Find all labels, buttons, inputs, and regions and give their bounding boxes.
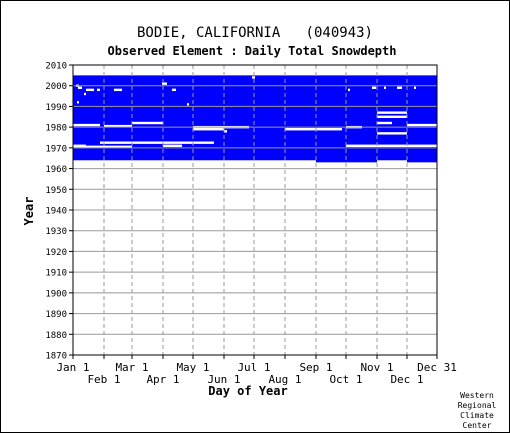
missing-span-8 bbox=[193, 128, 224, 131]
missing-span-5 bbox=[346, 144, 437, 147]
chart-title: BODIE, CALIFORNIA (040943) bbox=[137, 25, 373, 41]
missing-span-29 bbox=[397, 86, 402, 89]
credit-line-1: Western bbox=[460, 391, 494, 400]
missing-span-20 bbox=[97, 88, 100, 92]
missing-span-30 bbox=[414, 86, 416, 89]
credit-line-3: Climate bbox=[460, 411, 494, 420]
missing-span-24 bbox=[162, 82, 167, 85]
x-tick-label-335: Dec 1 bbox=[390, 373, 423, 386]
x-tick-label-91: Apr 1 bbox=[146, 373, 179, 386]
missing-span-21 bbox=[114, 88, 122, 92]
x-axis-label: Day of Year bbox=[208, 384, 287, 398]
y-tick-label-1950: 1950 bbox=[45, 186, 67, 196]
y-tick-label-1910: 1910 bbox=[45, 269, 67, 279]
y-tick-label-1990: 1990 bbox=[45, 103, 67, 113]
x-tick-label-213: Aug 1 bbox=[268, 373, 301, 386]
credit-line-4: Center bbox=[463, 421, 492, 430]
data-block-4 bbox=[407, 75, 437, 163]
y-tick-label-1890: 1890 bbox=[45, 310, 67, 320]
x-tick-label-182: Jul 1 bbox=[237, 361, 270, 374]
missing-span-4 bbox=[163, 144, 182, 147]
missing-span-7 bbox=[224, 130, 227, 133]
missing-span-13 bbox=[73, 123, 100, 127]
y-tick-label-1940: 1940 bbox=[45, 207, 67, 217]
missing-span-19 bbox=[86, 88, 94, 92]
x-tick-label-60: Mar 1 bbox=[115, 361, 148, 374]
chart-subtitle: Observed Element : Daily Total Snowdepth bbox=[108, 44, 397, 58]
missing-span-15 bbox=[407, 123, 437, 127]
missing-span-26 bbox=[348, 88, 350, 92]
x-tick-label-365: Dec 31 bbox=[417, 361, 457, 374]
missing-span-33 bbox=[84, 92, 86, 96]
credit-line-2: Regional bbox=[458, 401, 497, 410]
missing-span-6 bbox=[377, 132, 407, 135]
y-tick-label-1880: 1880 bbox=[45, 331, 67, 341]
y-tick-label-1930: 1930 bbox=[45, 227, 67, 237]
y-tick-label-1870: 1870 bbox=[45, 352, 67, 362]
missing-span-16 bbox=[377, 121, 392, 125]
x-tick-label-274: Oct 1 bbox=[329, 373, 362, 386]
y-tick-label-2010: 2010 bbox=[45, 62, 67, 72]
x-tick-label-1: Jan 1 bbox=[56, 361, 89, 374]
y-tick-label-1920: 1920 bbox=[45, 248, 67, 258]
x-tick-label-121: May 1 bbox=[176, 361, 209, 374]
x-tick-label-305: Nov 1 bbox=[360, 361, 393, 374]
x-tick-label-244: Sep 1 bbox=[299, 361, 332, 374]
y-tick-label-1900: 1900 bbox=[45, 289, 67, 299]
missing-span-28 bbox=[384, 86, 386, 89]
missing-span-32 bbox=[187, 103, 189, 106]
missing-span-18 bbox=[377, 111, 407, 114]
missing-span-10 bbox=[285, 128, 342, 131]
y-tick-label-1980: 1980 bbox=[45, 124, 67, 134]
missing-span-31 bbox=[252, 76, 255, 79]
missing-span-2 bbox=[73, 144, 86, 147]
x-tick-label-152: Jun 1 bbox=[207, 373, 240, 386]
missing-span-12 bbox=[104, 124, 132, 128]
missing-span-27 bbox=[372, 86, 376, 89]
missing-span-14 bbox=[132, 121, 163, 125]
y-tick-label-1970: 1970 bbox=[45, 144, 67, 154]
x-tick-label-32: Feb 1 bbox=[87, 373, 120, 386]
missing-span-17 bbox=[377, 115, 407, 118]
missing-span-3 bbox=[100, 141, 214, 144]
y-axis-label: Year bbox=[22, 197, 36, 226]
missing-span-22 bbox=[78, 86, 82, 89]
y-tick-label-2000: 2000 bbox=[45, 82, 67, 92]
missing-span-25 bbox=[172, 88, 176, 92]
missing-span-34 bbox=[77, 101, 79, 104]
missing-span-1 bbox=[73, 145, 132, 149]
y-tick-label-1960: 1960 bbox=[45, 165, 67, 175]
